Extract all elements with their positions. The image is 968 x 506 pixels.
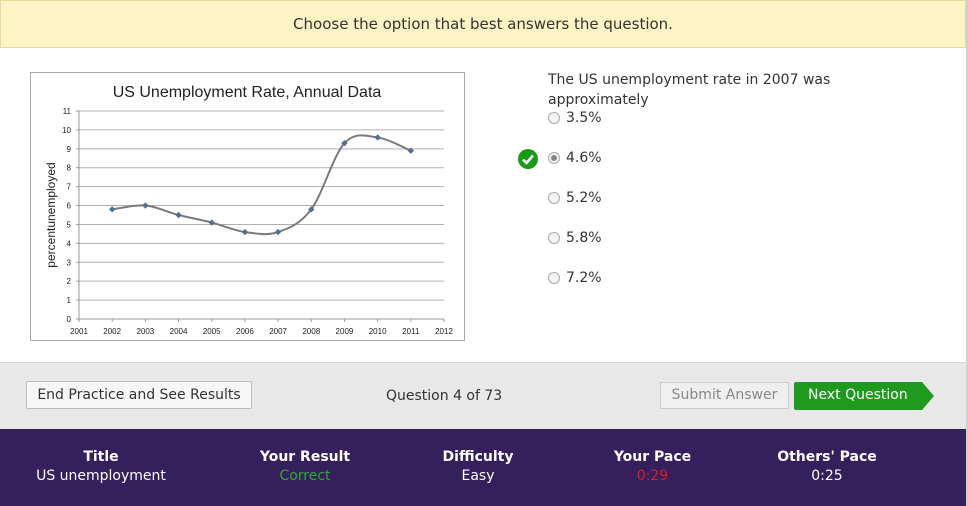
stats-footer: Title US unemployment Your Result Correc… [0,429,966,506]
stat-your-pace: Your Pace 0:29 [590,449,715,484]
radio-selected-icon[interactable] [548,152,560,164]
radio-icon[interactable] [548,232,560,244]
stat-result: Your Result Correct [235,449,375,484]
y-tick-label: 3 [67,258,72,267]
answer-option-2[interactable]: 4.6% [548,150,602,166]
x-tick-label: 2010 [369,327,387,336]
x-tick-label: 2005 [203,327,221,336]
question-prompt: The US unemployment rate in 2007 was app… [548,72,831,108]
stat-difficulty-value: Easy [461,468,495,484]
instruction-banner: Choose the option that best answers the … [0,0,966,48]
chart-panel: US Unemployment Rate, Annual Data 0 1 2 3 4 5 6… [30,72,465,341]
answer-option-4[interactable]: 5.8% [548,230,602,246]
action-bar: End Practice and See Results Question 4 … [0,362,966,429]
stat-difficulty: Difficulty Easy [418,449,538,484]
data-point [142,202,149,209]
data-point [274,228,282,236]
instruction-text: Choose the option that best answers the … [293,15,673,33]
chart-title: US Unemployment Rate, Annual Data [113,84,382,101]
x-tick-label: 2002 [103,327,121,336]
y-tick-label: 11 [63,107,72,116]
next-question-button[interactable]: Next Question [794,382,934,410]
y-tick-label: 8 [67,164,72,173]
window-edge [966,0,968,506]
radio-icon[interactable] [548,192,560,204]
stat-title-value: US unemployment [36,468,166,484]
y-tick-label: 1 [67,296,72,305]
data-point [108,206,116,213]
radio-icon[interactable] [548,272,560,284]
answer-option-5[interactable]: 7.2% [548,270,602,286]
y-tick-label: 2 [67,277,72,286]
answer-option-1[interactable]: 3.5% [548,110,602,126]
x-tick-label: 2003 [136,327,154,336]
series-line [112,134,412,236]
answer-option-label: 5.8% [566,230,602,246]
x-tick-label: 2007 [269,327,287,336]
x-tick-label: 2001 [70,327,88,336]
submit-answer-button[interactable]: Submit Answer [660,382,789,409]
end-practice-button[interactable]: End Practice and See Results [26,381,252,409]
unemployment-chart: US Unemployment Rate, Annual Data 0 1 2 3 4 5 6… [44,84,453,336]
stat-title-heading: Title [83,449,119,465]
stat-your-pace-heading: Your Pace [613,449,692,465]
stat-your-pace-value: 0:29 [636,468,669,484]
y-tick-label: 10 [62,126,71,135]
question-counter: Question 4 of 73 [386,388,503,404]
data-point [341,139,348,147]
x-tick-label: 2011 [402,327,420,336]
data-point [175,211,182,219]
y-axis-label: percentunemployed [44,162,58,267]
stat-result-heading: Your Result [259,449,351,465]
answer-option-label: 7.2% [566,270,602,286]
y-tick-label: 0 [67,315,72,324]
y-tick-label: 5 [67,220,72,229]
stat-others-pace-heading: Others' Pace [777,449,877,465]
stat-others-pace: Others' Pace 0:25 [762,449,892,484]
y-tick-label: 6 [67,202,72,211]
data-point [374,134,381,141]
data-point [308,206,315,213]
data-point [208,219,215,226]
x-tick-label: 2008 [302,327,320,336]
y-tick-label: 7 [67,183,72,192]
answer-option-label: 4.6% [566,150,602,166]
stat-difficulty-heading: Difficulty [442,449,514,465]
radio-icon[interactable] [548,112,560,124]
stat-others-pace-value: 0:25 [811,468,843,484]
next-question-label: Next Question [808,387,908,403]
x-tick-label: 2009 [336,327,354,336]
data-point [241,228,249,236]
answer-option-label: 5.2% [566,190,602,206]
y-tick-label: 4 [67,239,72,248]
y-tick-label: 9 [67,145,72,154]
data-point [407,147,415,154]
x-tick-label: 2012 [435,327,453,336]
question-area: US Unemployment Rate, Annual Data 0 1 2 3 4 5 6… [0,48,966,362]
stat-result-value: Correct [279,468,331,484]
stat-title: Title US unemployment [20,449,182,484]
x-tick-label: 2004 [170,327,188,336]
correct-check-icon [518,149,538,169]
answer-option-3[interactable]: 5.2% [548,190,602,206]
answer-option-label: 3.5% [566,110,602,126]
x-tick-label: 2006 [236,327,254,336]
